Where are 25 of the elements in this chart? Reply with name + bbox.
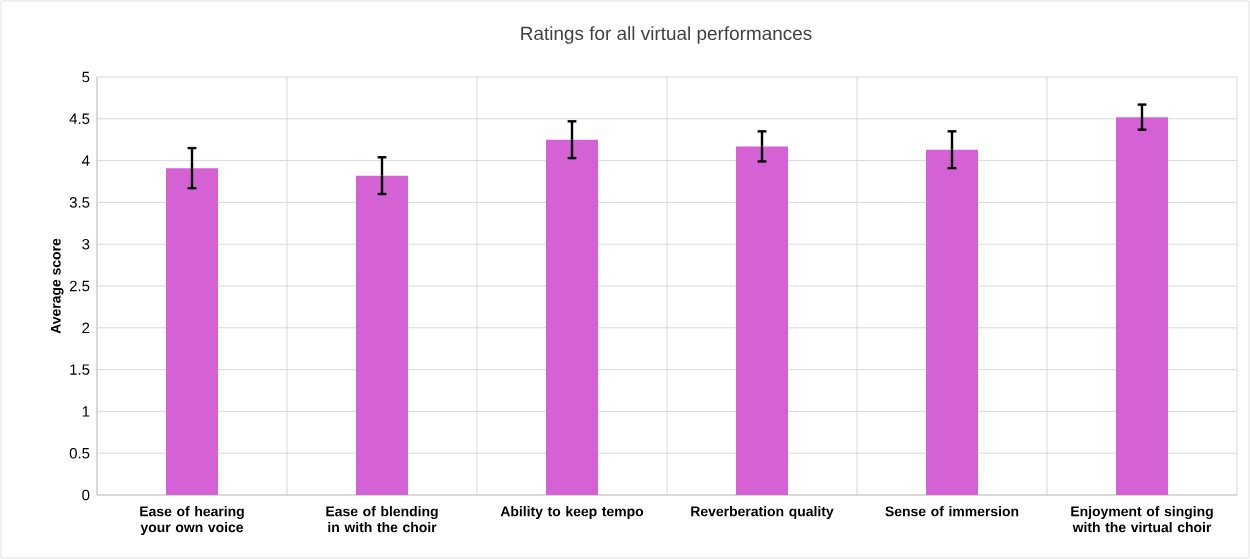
y-tick-label: 3 bbox=[82, 238, 90, 250]
chart-title: Ratings for all virtual performances bbox=[521, 26, 812, 44]
bar bbox=[356, 175, 408, 495]
x-tick-label: Reverberation quality bbox=[691, 506, 834, 520]
y-tick-label: 1.5 bbox=[70, 364, 90, 375]
bar bbox=[166, 168, 218, 495]
x-tick-label: Ability to keep tempo bbox=[500, 506, 644, 520]
y-tick-label: 4.5 bbox=[69, 113, 90, 125]
y-tick-label: 2 bbox=[82, 322, 90, 334]
bar bbox=[1116, 117, 1168, 495]
bar bbox=[546, 139, 598, 495]
y-tick-label: 5 bbox=[82, 71, 90, 83]
y-axis-title: Average score bbox=[50, 238, 64, 334]
x-tick-label: Ease of hearing your own voice bbox=[140, 506, 244, 535]
y-tick-label: 3.5 bbox=[69, 197, 90, 208]
x-tick-label: Enjoyment of singing with the virtual choir bbox=[1071, 506, 1213, 533]
y-tick-label: 4 bbox=[81, 155, 90, 166]
y-tick-label: 0.5 bbox=[69, 447, 90, 459]
y-tick-label: 0 bbox=[82, 489, 90, 501]
x-tick-label: Sense of immersion bbox=[885, 506, 1019, 517]
x-tick-label: Ease of blending in with the choir bbox=[326, 506, 438, 533]
bar bbox=[926, 149, 978, 495]
bar bbox=[736, 146, 788, 495]
y-tick-label: 1 bbox=[82, 406, 90, 417]
y-tick-label: 2.5 bbox=[69, 280, 90, 292]
